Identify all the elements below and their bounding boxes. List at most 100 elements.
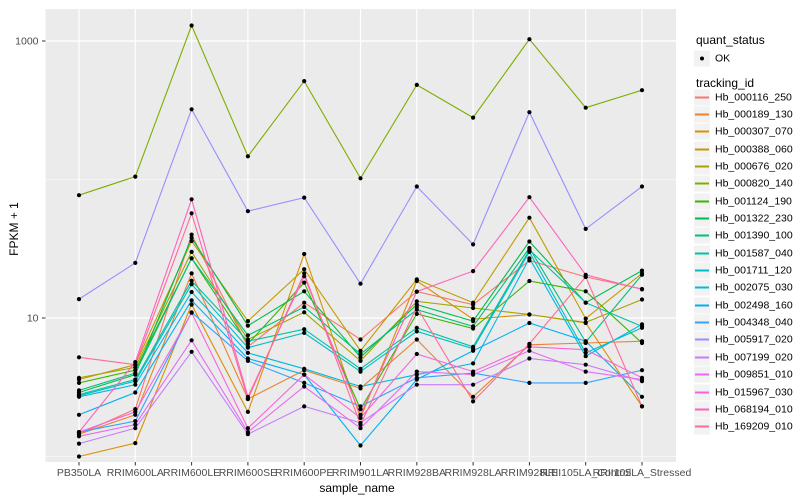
legend-entry-label: OK — [715, 52, 731, 64]
x-tick-label: RRIM928LA — [444, 467, 501, 479]
data-point — [583, 350, 588, 355]
data-point — [471, 348, 476, 353]
data-point — [302, 280, 307, 285]
data-point — [189, 249, 194, 254]
data-point — [358, 348, 363, 353]
data-point — [527, 380, 532, 385]
data-point — [76, 193, 82, 198]
data-point — [189, 310, 194, 315]
line-swatch-icon — [695, 391, 709, 393]
data-point — [189, 282, 194, 287]
legend-key-swatch — [694, 245, 710, 262]
data-point — [189, 107, 194, 112]
data-point — [583, 274, 588, 279]
data-point — [414, 304, 419, 310]
data-point — [302, 327, 307, 332]
data-point — [133, 412, 138, 417]
x-tick-label: RRII105LA_Stressed — [593, 467, 692, 479]
data-point — [358, 358, 363, 363]
data-point — [302, 366, 307, 371]
data-point — [527, 256, 532, 261]
data-point — [471, 394, 476, 399]
line-swatch-icon — [695, 425, 709, 428]
legend-key-swatch — [694, 384, 710, 400]
legend-entry-Hb_015967_030: Hb_015967_030 — [694, 384, 793, 401]
data-point — [414, 351, 419, 357]
line-swatch-icon — [695, 182, 709, 185]
legend-entry-label: Hb_001124_190 — [715, 195, 792, 208]
data-point — [527, 37, 532, 42]
data-point — [133, 362, 138, 367]
legend-title-tracking-id: tracking_id — [696, 76, 755, 90]
data-point — [76, 412, 82, 417]
legend-key-swatch — [694, 158, 710, 175]
line-swatch-icon — [695, 217, 709, 220]
data-point — [358, 351, 363, 357]
data-point — [471, 399, 476, 404]
data-point — [76, 430, 82, 435]
data-point — [471, 372, 476, 377]
data-point — [583, 289, 588, 294]
data-point — [133, 382, 138, 387]
data-point — [133, 422, 138, 427]
legend-entry-Hb_001711_120: Hb_001711_120 — [694, 262, 792, 279]
data-point — [358, 443, 363, 448]
data-point — [527, 110, 532, 115]
line-swatch-icon — [695, 96, 709, 98]
data-point — [583, 339, 588, 344]
data-point — [639, 404, 645, 409]
data-point — [133, 260, 138, 265]
legend-entry-Hb_000820_140: Hb_000820_140 — [694, 175, 793, 192]
data-point — [414, 289, 419, 294]
data-point — [471, 305, 476, 311]
legend-entry-Hb_000388_060: Hb_000388_060 — [694, 141, 793, 158]
data-point — [414, 184, 419, 189]
legend-entry-label: Hb_000388_060 — [715, 143, 793, 156]
legend-entry-Hb_068194_010: Hb_068194_010 — [694, 401, 793, 418]
data-point — [302, 300, 307, 305]
line-swatch-icon — [695, 130, 709, 133]
legend-entry-label: Hb_169209_010 — [715, 420, 793, 433]
x-tick-label: PB350LA — [57, 467, 101, 479]
line-swatch-icon — [695, 234, 709, 237]
legend-entry-label: Hb_000676_020 — [715, 160, 793, 173]
data-point — [471, 361, 476, 366]
data-point — [245, 409, 250, 414]
legend-entry-Hb_169209_010: Hb_169209_010 — [694, 418, 793, 435]
y-tick-label: 10 — [27, 313, 39, 325]
data-point — [583, 362, 588, 367]
data-point — [414, 369, 419, 374]
data-point — [133, 390, 138, 395]
data-point — [189, 338, 194, 343]
data-point — [302, 274, 307, 279]
legend-key-swatch — [694, 210, 710, 227]
line-swatch-icon — [695, 321, 709, 324]
legend-title-quant-status: quant_status — [696, 33, 765, 47]
legend-entry-label: Hb_004348_040 — [715, 316, 793, 329]
data-point — [189, 289, 194, 295]
legend-entry-label: Hb_001322_230 — [715, 212, 793, 225]
legend-entry-label: Hb_000189_130 — [715, 108, 793, 121]
data-point — [639, 268, 645, 273]
legend-entry-Hb_001587_040: Hb_001587_040 — [694, 245, 793, 262]
data-point — [527, 239, 532, 244]
data-point — [639, 88, 645, 93]
data-point — [133, 441, 138, 446]
data-point — [358, 337, 363, 342]
legend-entry-Hb_001124_190: Hb_001124_190 — [694, 193, 792, 210]
x-tick-label: RRIM928BA — [388, 467, 446, 479]
data-point — [358, 415, 363, 420]
data-point — [245, 339, 250, 344]
data-point — [358, 412, 363, 417]
data-point — [527, 215, 532, 220]
data-point — [639, 394, 645, 399]
data-point — [639, 287, 645, 292]
data-point — [245, 396, 250, 402]
data-point — [76, 380, 82, 385]
data-point — [527, 341, 532, 346]
data-point — [302, 384, 307, 389]
line-swatch-icon — [695, 356, 709, 359]
legend-key-swatch — [694, 314, 710, 331]
